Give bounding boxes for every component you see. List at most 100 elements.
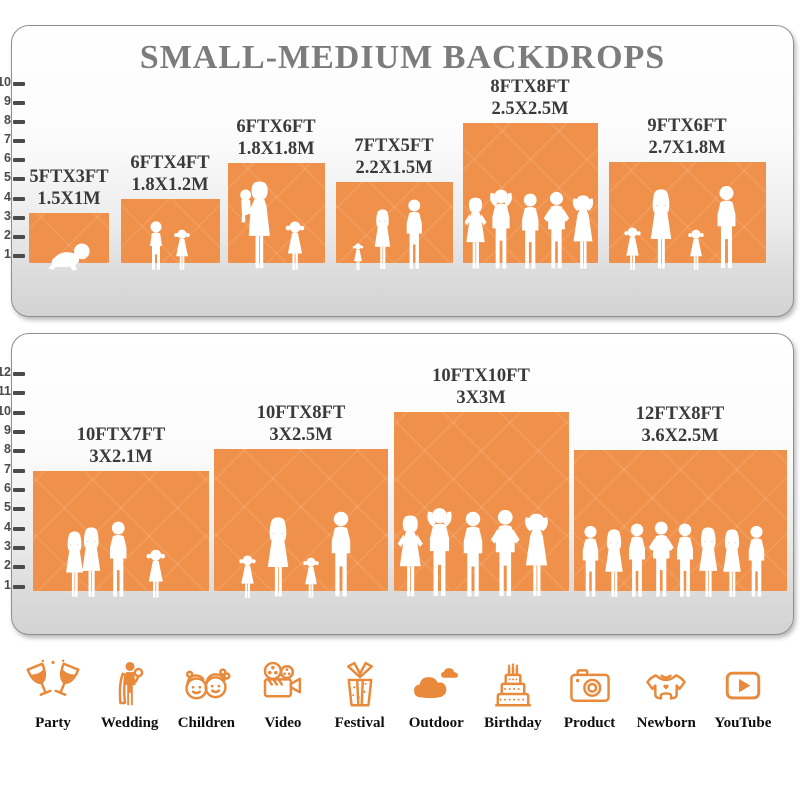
size-m: 2.5X2.5M — [491, 98, 569, 119]
size-m: 2.2X1.5M — [355, 157, 433, 178]
category-festival: Festival — [325, 658, 395, 732]
baby-onesie-icon — [646, 674, 687, 700]
category-outdoor: Outdoor — [401, 658, 471, 732]
ruler-tick-mark — [13, 449, 25, 453]
category-product: Product — [555, 658, 625, 732]
size-m: 1.5X1M — [37, 188, 101, 209]
ruler-tick-mark — [13, 197, 25, 201]
ruler-tick-mark — [13, 82, 25, 86]
backdrop-size-label: 10FTX7FT 3X2.1M — [77, 425, 165, 468]
backdrop-size-label: 9FTX6FT 2.7X1.8M — [647, 116, 726, 159]
size-ft: 8FTX8FT — [490, 77, 570, 97]
ruler-number: 1 — [4, 247, 11, 261]
silhouette-boy-girl — [150, 221, 190, 270]
backdrop-6ftx6ft — [228, 163, 325, 270]
category-label: Outdoor — [408, 715, 464, 731]
category-label: Children — [177, 715, 235, 731]
size-m: 1.8X1.2M — [131, 174, 209, 195]
ruler-tick: 11 — [0, 384, 29, 398]
silhouette-group-five-adults — [397, 508, 548, 597]
category-label: Product — [563, 715, 616, 731]
ruler-tick: 3 — [0, 209, 29, 223]
ruler-tick-mark — [13, 585, 25, 589]
panel-small-backdrops: SMALL-MEDIUM BACKDROPS 10 9 8 7 6 5 4 3 … — [0, 25, 794, 317]
ruler-tick-mark — [13, 235, 25, 239]
size-ft: 10FTX10FT — [432, 366, 530, 386]
ruler-tick: 8 — [0, 442, 29, 456]
category-party: Party — [18, 658, 88, 732]
ruler-tick: 2 — [0, 558, 29, 572]
ruler-tick: 10 — [0, 75, 29, 89]
ruler-number: 9 — [4, 423, 11, 437]
backdrop-size-label: 8FTX8FT 2.5X2.5M — [490, 77, 569, 120]
ruler-tick-mark — [13, 254, 25, 258]
ruler-tick-mark — [13, 488, 25, 492]
wedding-couple-icon — [118, 661, 143, 706]
ruler-tick-mark — [13, 391, 25, 395]
silhouette-family — [66, 521, 166, 598]
ruler-number: 10 — [0, 75, 11, 89]
silhouette-toddler-woman-man — [352, 199, 422, 271]
ruler-tick-mark — [13, 411, 25, 415]
ruler-tick: 5 — [0, 500, 29, 514]
backdrop-size-label: 10FTX10FT 3X3M — [432, 366, 530, 409]
ruler-number: 3 — [4, 539, 11, 553]
ruler-tick: 8 — [0, 113, 29, 127]
category-label: Wedding — [100, 715, 159, 731]
ruler-tick: 4 — [0, 190, 29, 204]
ruler-number: 7 — [4, 462, 11, 476]
ruler-number: 6 — [4, 151, 11, 165]
ruler-number: 3 — [4, 209, 11, 223]
silhouette-family-walking — [239, 511, 351, 598]
birthday-cake-icon — [494, 663, 532, 707]
ruler-tick-mark — [13, 101, 25, 105]
category-youtube: YouTube — [708, 658, 778, 732]
backdrop-10ftx8ft — [214, 449, 388, 598]
size-ft: 10FTX7FT — [76, 425, 166, 445]
backdrop-size-label: 7FTX5FT 2.2X1.5M — [354, 136, 433, 179]
backdrop-size-label: 5FTX3FT 1.5X1M — [29, 167, 108, 210]
panel-medium-backdrops: 12 11 10 9 8 7 6 5 4 3 2 1 10FTX7FT 3X2.… — [0, 333, 794, 635]
size-ft: 5FTX3FT — [29, 167, 109, 187]
backdrop-9ftx6ft — [609, 162, 766, 270]
ruler-number: 6 — [4, 481, 11, 495]
category-label: Festival — [334, 715, 385, 731]
ruler-number: 7 — [4, 132, 11, 146]
ruler-number: 1 — [4, 578, 11, 592]
ruler-number: 4 — [4, 190, 11, 204]
backdrop-10ftx7ft — [33, 471, 209, 598]
ruler-number: 4 — [4, 520, 11, 534]
ruler-tick: 7 — [0, 462, 29, 476]
category-birthday: Birthday — [478, 658, 548, 732]
ruler-number: 12 — [0, 365, 11, 379]
ruler-tick: 6 — [0, 481, 29, 495]
ruler-tick: 2 — [0, 228, 29, 242]
ruler-tick: 7 — [0, 132, 29, 146]
size-ft: 6FTX6FT — [236, 117, 316, 137]
size-ft: 12FTX8FT — [635, 404, 725, 424]
ruler-tick: 3 — [0, 539, 29, 553]
backdrop-size-label: 10FTX8FT 3X2.5M — [257, 403, 345, 446]
size-m: 1.8X1.8M — [237, 138, 315, 159]
ruler-tick: 10 — [0, 404, 29, 418]
silhouette-family-four — [624, 186, 736, 270]
backdrop-5ftx3ft — [29, 213, 109, 271]
children-faces-icon — [185, 668, 231, 700]
size-ft: 10FTX8FT — [256, 403, 346, 423]
silhouette-mother-child-girl — [240, 181, 305, 270]
size-ft: 9FTX6FT — [647, 116, 727, 136]
page-title: SMALL-MEDIUM BACKDROPS — [139, 39, 666, 76]
ruler-tick: 1 — [0, 247, 29, 261]
ruler-tick-mark — [13, 216, 25, 220]
category-newborn: Newborn — [631, 658, 701, 732]
backdrop-6ftx4ft — [121, 199, 220, 270]
ruler-tick-mark — [13, 372, 25, 376]
ruler-tick-mark — [13, 177, 25, 181]
backdrop-7ftx5ft — [336, 182, 453, 271]
youtube-play-icon — [725, 671, 761, 700]
ruler-tick-mark — [13, 565, 25, 569]
silhouette-crawling-baby — [48, 243, 90, 271]
ruler-tick-mark — [13, 158, 25, 162]
ruler-number: 5 — [4, 170, 11, 184]
